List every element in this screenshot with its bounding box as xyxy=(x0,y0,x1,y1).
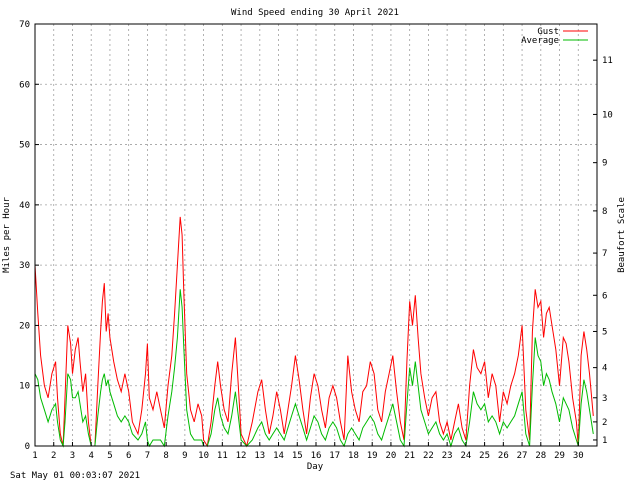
x-tick-label: 9 xyxy=(182,451,187,461)
x-tick-label: 26 xyxy=(498,451,509,461)
beaufort-tick-label: 1 xyxy=(602,436,607,446)
beaufort-tick-label: 2 xyxy=(602,418,607,428)
x-tick-label: 25 xyxy=(479,451,490,461)
x-tick-label: 3 xyxy=(70,451,75,461)
beaufort-tick-label: 4 xyxy=(602,364,607,374)
x-tick-label: 7 xyxy=(145,451,150,461)
y-tick-label: 70 xyxy=(19,20,30,30)
x-tick-label: 13 xyxy=(254,451,265,461)
beaufort-tick-label: 6 xyxy=(602,291,607,301)
beaufort-tick-label: 8 xyxy=(602,207,607,217)
x-tick-label: 6 xyxy=(126,451,131,461)
x-tick-label: 23 xyxy=(442,451,453,461)
x-tick-label: 21 xyxy=(404,451,415,461)
beaufort-tick-label: 10 xyxy=(602,110,613,120)
x-tick-label: 30 xyxy=(573,451,584,461)
x-tick-label: 27 xyxy=(517,451,528,461)
grid xyxy=(35,24,597,446)
x-tick-label: 14 xyxy=(273,451,284,461)
timestamp: Sat May 01 00:03:07 2021 xyxy=(10,471,140,480)
series-line-average xyxy=(34,289,594,448)
y-tick-label: 40 xyxy=(19,201,30,211)
legend: Gust Average xyxy=(521,27,588,46)
axis-ticks: 1 2 3 4 5 6 7 8 9 10 11 12 13 14 15 16 17 18 19 20 21 22 23 24 2… xyxy=(19,20,613,461)
x-tick-label: 22 xyxy=(423,451,434,461)
x-tick-label: 19 xyxy=(367,451,378,461)
x-tick-label: 5 xyxy=(107,451,112,461)
x-tick-label: 29 xyxy=(554,451,565,461)
x-tick-label: 16 xyxy=(311,451,322,461)
x-tick-label: 4 xyxy=(88,451,93,461)
x-tick-label: 10 xyxy=(198,451,209,461)
legend-label-gust: Gust xyxy=(537,27,559,37)
y-tick-label: 30 xyxy=(19,261,30,271)
x-tick-label: 1 xyxy=(32,451,37,461)
y-tick-label: 10 xyxy=(19,382,30,392)
x-tick-label: 15 xyxy=(292,451,303,461)
x-tick-label: 24 xyxy=(460,451,471,461)
x-tick-label: 18 xyxy=(348,451,359,461)
beaufort-tick-label: 3 xyxy=(602,394,607,404)
series-line-gust xyxy=(34,216,594,448)
y-tick-label: 60 xyxy=(19,80,30,90)
x-tick-label: 17 xyxy=(329,451,340,461)
x-tick-label: 11 xyxy=(217,451,228,461)
y-tick-label: 50 xyxy=(19,141,30,151)
y-tick-label: 20 xyxy=(19,321,30,331)
x-tick-label: 12 xyxy=(236,451,247,461)
y-axis-label: Miles per Hour xyxy=(2,196,12,272)
beaufort-tick-label: 9 xyxy=(602,159,607,169)
x-tick-label: 8 xyxy=(163,451,168,461)
beaufort-tick-label: 7 xyxy=(602,249,607,259)
y-tick-label: 0 xyxy=(25,442,30,452)
x-tick-label: 28 xyxy=(535,451,546,461)
beaufort-tick-label: 11 xyxy=(602,56,613,66)
series-lines xyxy=(34,216,594,448)
x-tick-label: 20 xyxy=(386,451,397,461)
x-axis-label: Day xyxy=(307,462,324,472)
x-tick-label: 2 xyxy=(51,451,56,461)
y2-axis-label: Beaufort Scale xyxy=(617,197,627,273)
beaufort-tick-label: 5 xyxy=(602,327,607,337)
legend-label-average: Average xyxy=(521,36,559,46)
chart-title: Wind Speed ending 30 April 2021 xyxy=(231,8,399,18)
